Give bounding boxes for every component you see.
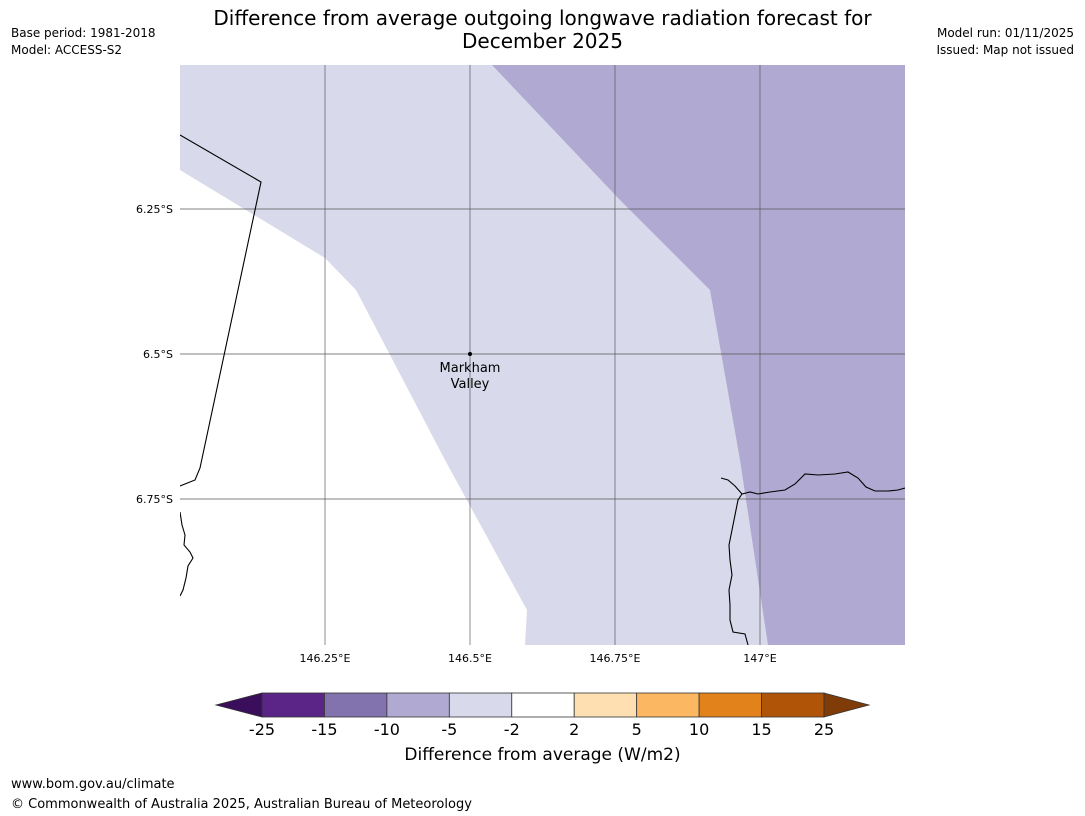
- colorbar-tick-label: 15: [751, 720, 771, 739]
- colorbar-segments: [214, 692, 871, 718]
- place-label-line-2: Valley: [451, 377, 490, 392]
- lon-label-146-5: 146.5°E: [448, 652, 492, 665]
- colorbar-segment-3: [448, 692, 513, 718]
- place-marker[interactable]: [468, 352, 472, 356]
- colorbar-label: Difference from average (W/m2): [404, 745, 681, 765]
- colorbar-tick-label: -25: [249, 720, 275, 739]
- base-period: Base period: 1981-2018: [11, 26, 156, 40]
- colorbar-ticks: -25 -15 -10 -5 -2 2 5 10 15 25: [249, 720, 834, 739]
- colorbar-tick-label: -5: [441, 720, 457, 739]
- colorbar-segment-2: [386, 692, 450, 718]
- footer-copyright: © Commonwealth of Australia 2025, Austra…: [11, 797, 472, 812]
- colorbar-segment-6: [636, 692, 700, 718]
- river-east: [728, 493, 749, 645]
- lat-label-6-25: 6.25°S: [136, 203, 173, 216]
- lon-label-146-75: 146.75°E: [590, 652, 641, 665]
- header-meta-right: Model run: 01/11/2025 Issued: Map not is…: [936, 25, 1074, 59]
- colorbar-segment-0: [261, 692, 325, 718]
- lon-label-147: 147°E: [743, 652, 776, 665]
- header-meta-left: Base period: 1981-2018 Model: ACCESS-S2: [11, 25, 156, 59]
- colorbar-tick-label: 2: [569, 720, 579, 739]
- lat-label-6-5: 6.5°S: [143, 348, 173, 361]
- colorbar-segment-4: [511, 692, 575, 718]
- title-line-2: December 2025: [462, 29, 623, 53]
- colorbar-extend-low: [214, 692, 263, 718]
- province-boundary: [180, 134, 262, 487]
- colorbar-segment-7: [698, 692, 762, 718]
- page-title: Difference from average outgoing longwav…: [0, 7, 1085, 53]
- issued-status: Issued: Map not issued: [936, 43, 1074, 57]
- colorbar-tick-label: -2: [504, 720, 520, 739]
- colorbar-tick-label: 25: [814, 720, 834, 739]
- region-medium-purple: [492, 65, 905, 645]
- colorbar-segment-8: [761, 692, 825, 718]
- colorbar-segment-5: [573, 692, 638, 718]
- model-run: Model run: 01/11/2025: [936, 26, 1074, 40]
- footer: www.bom.gov.au/climate © Commonwealth of…: [11, 775, 472, 815]
- title-line-1: Difference from average outgoing longwav…: [213, 6, 872, 30]
- lon-label-146-25: 146.25°E: [300, 652, 351, 665]
- river-west: [180, 511, 194, 597]
- place-label-line-1: Markham: [440, 361, 501, 376]
- lat-label-6-75: 6.75°S: [136, 493, 173, 506]
- colorbar-tick-label: 5: [632, 720, 642, 739]
- colorbar-tick-label: -10: [374, 720, 400, 739]
- colorbar-tick-label: 10: [689, 720, 709, 739]
- boundaries: [180, 134, 905, 645]
- colorbar-tick-label: -15: [311, 720, 337, 739]
- colorbar-segment-1: [324, 692, 388, 718]
- footer-url[interactable]: www.bom.gov.au/climate: [11, 777, 175, 792]
- model-name: Model: ACCESS-S2: [11, 43, 123, 57]
- colorbar-extend-high: [823, 692, 871, 718]
